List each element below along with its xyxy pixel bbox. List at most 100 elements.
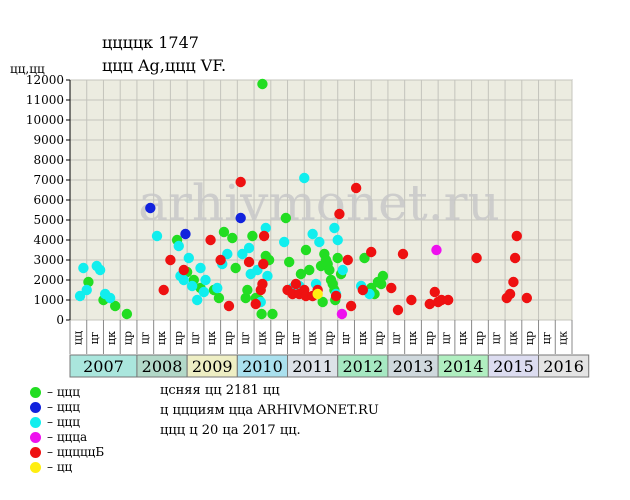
data-point: [262, 270, 273, 282]
data-point: [511, 230, 522, 242]
month-tick-label: цг: [490, 331, 503, 344]
data-point: [330, 290, 342, 302]
data-point: [332, 252, 343, 264]
data-point: [509, 252, 521, 264]
data-point: [222, 248, 233, 260]
year-band: [538, 354, 590, 378]
month-tick-label: цг: [440, 331, 453, 344]
data-point: [429, 286, 440, 298]
data-point: [235, 212, 246, 224]
data-point: [357, 284, 369, 296]
month-tick-label: цг: [289, 331, 302, 344]
data-point: [442, 294, 454, 306]
data-point: [332, 234, 343, 246]
year-label: 2007: [83, 357, 124, 376]
data-point: [342, 254, 353, 266]
data-point: [359, 252, 370, 264]
data-point: [337, 264, 348, 276]
data-point: [521, 292, 533, 304]
data-point: [284, 256, 295, 268]
y-tick-label: 10000: [26, 113, 64, 127]
data-point: [227, 232, 238, 244]
y-axis-unit: цц,цц: [10, 62, 45, 76]
data-point: [205, 234, 216, 246]
data-point: [431, 244, 442, 256]
data-point: [230, 262, 241, 274]
month-tick-label: цк: [105, 331, 118, 345]
y-tick-label: 11000: [26, 93, 64, 107]
data-point: [250, 298, 261, 310]
info-date: ццц ц 20 цa 2017 цц.: [160, 423, 301, 438]
data-point: [237, 248, 248, 260]
y-tick-label: 7000: [33, 173, 64, 187]
y-tick-label: 6000: [33, 193, 64, 207]
month-tick-label: цк: [406, 331, 419, 345]
data-point: [314, 236, 325, 248]
data-point: [223, 300, 235, 312]
legend-dot-icon: [30, 432, 41, 443]
y-tick-label: 9000: [33, 133, 64, 147]
year-label: 2016: [543, 357, 584, 376]
legend-label: – ццц: [47, 385, 80, 399]
data-point: [247, 230, 258, 242]
year-label: 2011: [292, 357, 333, 376]
data-point: [74, 290, 86, 302]
legend-item: – ццц: [30, 385, 80, 400]
data-point: [377, 270, 389, 282]
year-label: 2012: [342, 357, 383, 376]
month-tick-label: цр: [423, 331, 436, 345]
month-tick-label: цр: [272, 331, 285, 345]
data-point: [178, 274, 189, 286]
month-tick-label: цр: [122, 331, 135, 345]
data-point: [386, 282, 397, 294]
data-point: [312, 288, 323, 300]
y-tick-label: 12000: [26, 73, 64, 87]
data-point: [151, 230, 163, 242]
data-point: [218, 226, 230, 238]
data-point: [240, 292, 251, 304]
data-point: [178, 264, 189, 276]
data-point: [317, 296, 328, 308]
data-point: [215, 254, 226, 266]
data-point: [299, 172, 310, 184]
data-point: [260, 222, 271, 234]
legend-item: – цц: [30, 460, 72, 475]
legend-label: – цццa: [47, 430, 88, 444]
data-point: [235, 176, 246, 188]
data-point: [350, 182, 362, 194]
data-point: [104, 292, 116, 304]
data-point: [504, 288, 516, 300]
month-tick-label: цк: [205, 331, 218, 345]
data-point: [243, 242, 255, 254]
year-label: 2008: [142, 357, 183, 376]
data-point: [195, 262, 206, 274]
month-tick-label: цг: [88, 331, 101, 344]
data-point: [109, 300, 121, 312]
data-point: [329, 222, 340, 234]
legend-item: – цццццБ: [30, 445, 104, 460]
x-axis: цц цг цк цр цг цк цр цг цк цр цг цк цр цг цк цр цг цк цр цг…: [69, 320, 590, 378]
month-tick-label: цг: [540, 331, 553, 344]
y-tick-label: 2000: [33, 273, 64, 287]
y-tick-label: 5000: [33, 213, 64, 227]
data-point: [406, 294, 417, 306]
data-point: [158, 284, 169, 296]
info-source: ц ццциям ццa ARHIVMONET.RU: [160, 403, 379, 418]
year-label: 2009: [192, 357, 233, 376]
data-point: [183, 252, 195, 264]
data-point: [180, 228, 191, 240]
data-point: [198, 286, 210, 298]
year-label: 2010: [242, 357, 283, 376]
legend-dot-icon: [30, 387, 41, 398]
data-point: [300, 244, 312, 256]
y-tick-label: 0: [56, 313, 64, 327]
month-tick-label: цр: [172, 331, 185, 345]
data-point: [145, 202, 156, 214]
data-point: [334, 208, 345, 220]
chart-title: ццццк 1747: [102, 33, 199, 52]
data-point: [81, 284, 92, 296]
data-point: [397, 248, 409, 260]
data-point: [258, 258, 269, 270]
legend-label: – ццц: [47, 400, 80, 414]
legend-item: – цццa: [30, 430, 87, 445]
